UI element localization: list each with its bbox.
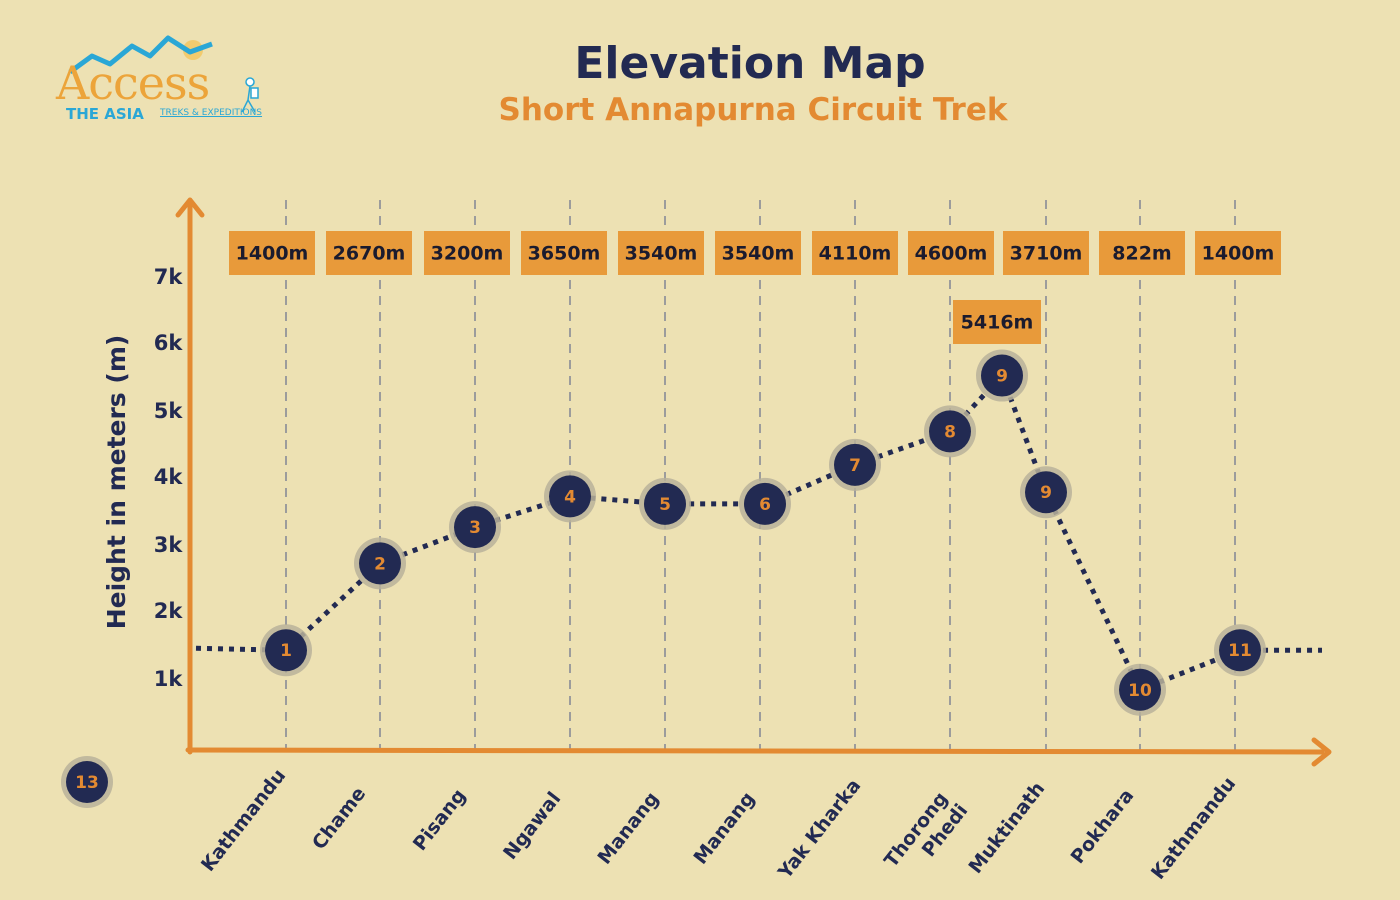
day-marker-label: 9 bbox=[1040, 483, 1052, 503]
x-category-label: Kathmandu bbox=[1147, 773, 1240, 884]
logo: Access THE ASIA TREKS & EXPEDITIONS bbox=[50, 34, 270, 129]
x-category-label: Pisang bbox=[409, 785, 470, 855]
y-axis-label: Height in meters (m) bbox=[102, 335, 131, 630]
x-category-label: Manang bbox=[593, 788, 663, 869]
day-marker bbox=[834, 443, 876, 486]
elevation-label: 3710m bbox=[1010, 243, 1083, 265]
y-tick-label: 3k bbox=[154, 533, 184, 557]
elevation-label-box bbox=[1195, 231, 1281, 275]
elevation-label: 2670m bbox=[333, 243, 406, 265]
day-marker-label: 9 bbox=[996, 367, 1008, 387]
elevation-label-box bbox=[1003, 231, 1089, 275]
elevation-label: 1400m bbox=[236, 243, 309, 265]
chart-subtitle: Short Annapurna Circuit Trek bbox=[498, 92, 1008, 128]
day-marker-label: 3 bbox=[469, 518, 481, 538]
x-category-label: Pokhara bbox=[1067, 785, 1139, 868]
elevation-label-box bbox=[618, 231, 704, 275]
elevation-label: 3650m bbox=[528, 243, 601, 265]
logo-subtitle: THE ASIA bbox=[66, 105, 144, 123]
day-marker bbox=[66, 761, 108, 803]
day-marker-label: 2 bbox=[374, 554, 386, 574]
day-marker-label: 8 bbox=[944, 422, 956, 442]
y-tick-label: 1k bbox=[154, 667, 184, 691]
day-marker bbox=[929, 410, 971, 453]
day-marker bbox=[265, 629, 307, 672]
elevation-label: 4110m bbox=[819, 243, 892, 265]
elevation-label: 3200m bbox=[431, 243, 504, 265]
elevation-label-box bbox=[1099, 231, 1185, 275]
mountain-logo-icon bbox=[68, 35, 259, 113]
y-tick-label: 4k bbox=[154, 465, 184, 489]
elevation-label-box bbox=[326, 231, 412, 275]
day-marker-label: 13 bbox=[75, 773, 99, 793]
day-marker-label: 5 bbox=[659, 495, 671, 515]
chart-title: Elevation Map bbox=[574, 38, 926, 89]
x-category-label: Manang bbox=[689, 788, 759, 869]
logo-word: Access bbox=[56, 56, 210, 110]
elevation-label-box bbox=[715, 231, 801, 275]
day-marker-label: 10 bbox=[1128, 681, 1152, 701]
y-tick-label: 2k bbox=[154, 599, 184, 623]
day-marker bbox=[1219, 629, 1261, 672]
day-marker-label: 6 bbox=[759, 495, 771, 515]
x-axis-arrow bbox=[1311, 737, 1332, 767]
day-marker-label: 7 bbox=[849, 456, 861, 476]
day-marker-label: 4 bbox=[564, 487, 576, 507]
elevation-label: 1400m bbox=[1202, 243, 1275, 265]
day-marker bbox=[644, 482, 686, 525]
y-axis-arrow bbox=[175, 197, 205, 218]
y-tick-label: 5k bbox=[154, 399, 184, 423]
logo-tagline: TREKS & EXPEDITIONS bbox=[160, 108, 263, 118]
day-marker bbox=[744, 482, 786, 525]
x-category-label: Ngawal bbox=[499, 788, 565, 864]
elevation-label: 3540m bbox=[625, 243, 698, 265]
day-marker-label: 11 bbox=[1228, 641, 1252, 661]
elevation-label: 4600m bbox=[915, 243, 988, 265]
x-axis bbox=[185, 747, 1325, 755]
day-marker bbox=[359, 542, 401, 585]
elevation-label: 3540m bbox=[722, 243, 795, 265]
day-marker bbox=[454, 506, 496, 549]
x-category-label: Chame bbox=[308, 783, 370, 854]
elevation-label-box bbox=[229, 231, 315, 275]
elevation-label-box bbox=[812, 231, 898, 275]
elevation-label-box bbox=[908, 231, 994, 275]
day-marker bbox=[1119, 668, 1161, 711]
peak-label: 5416m bbox=[961, 312, 1034, 334]
elevation-label: 822m bbox=[1112, 243, 1171, 265]
elevation-label-box bbox=[521, 231, 607, 275]
peak-label-box bbox=[953, 300, 1041, 344]
day-marker bbox=[1025, 471, 1067, 514]
elevation-label-box bbox=[424, 231, 510, 275]
x-category-label: Muktinath bbox=[964, 778, 1049, 878]
y-tick-label: 6k bbox=[154, 331, 184, 355]
day-marker-label: 1 bbox=[280, 641, 292, 661]
elevation-line bbox=[195, 373, 1322, 693]
x-category-label: Yak Kharka bbox=[773, 775, 865, 884]
y-tick-label: 7k bbox=[154, 265, 184, 289]
day-marker bbox=[981, 354, 1023, 397]
day-marker bbox=[549, 475, 591, 518]
x-category-label: Kathmandu bbox=[197, 765, 290, 876]
